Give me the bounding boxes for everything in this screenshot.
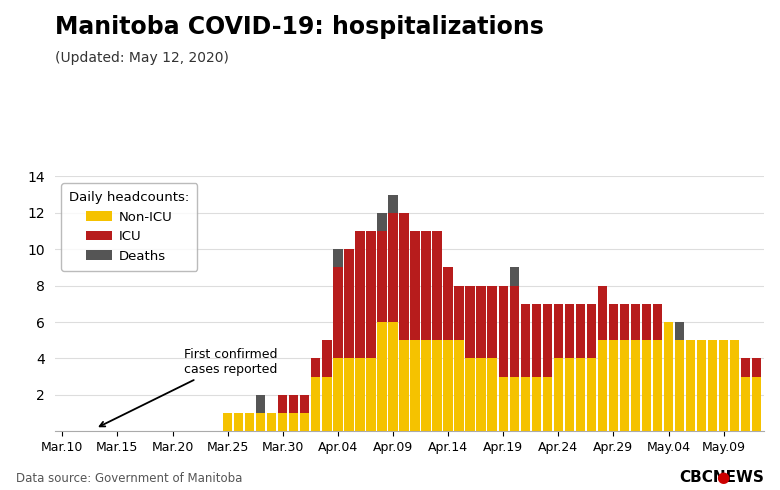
Bar: [367, 231, 376, 358]
Bar: [488, 358, 497, 431]
Bar: [543, 377, 552, 431]
Bar: [267, 413, 276, 431]
Bar: [466, 358, 475, 431]
Bar: [752, 377, 761, 431]
Bar: [300, 395, 310, 413]
Bar: [498, 286, 508, 377]
Bar: [378, 231, 387, 322]
Bar: [608, 304, 618, 340]
Bar: [554, 358, 563, 431]
Bar: [333, 268, 342, 358]
Bar: [642, 304, 651, 340]
Text: ●: ●: [716, 470, 729, 485]
Bar: [289, 413, 299, 431]
Bar: [565, 358, 574, 431]
Bar: [245, 413, 254, 431]
Text: First confirmed
cases reported: First confirmed cases reported: [100, 348, 277, 426]
Bar: [477, 358, 486, 431]
Bar: [653, 340, 662, 431]
Bar: [234, 413, 243, 431]
Bar: [256, 395, 265, 413]
Bar: [322, 377, 332, 431]
Bar: [686, 340, 695, 431]
Bar: [410, 231, 420, 340]
Bar: [631, 340, 640, 431]
Text: Manitoba COVID-19: hospitalizations: Manitoba COVID-19: hospitalizations: [55, 15, 544, 39]
Bar: [741, 377, 750, 431]
Bar: [388, 322, 398, 431]
Bar: [223, 413, 232, 431]
Bar: [289, 395, 299, 413]
Bar: [719, 340, 729, 431]
Bar: [741, 358, 750, 377]
Bar: [675, 322, 684, 340]
Bar: [597, 286, 607, 340]
Bar: [388, 213, 398, 322]
Bar: [421, 340, 431, 431]
Bar: [565, 304, 574, 358]
Bar: [576, 304, 585, 358]
Bar: [378, 322, 387, 431]
Bar: [653, 304, 662, 340]
Text: (Updated: May 12, 2020): (Updated: May 12, 2020): [55, 51, 229, 66]
Bar: [587, 358, 596, 431]
Bar: [455, 286, 464, 340]
Bar: [631, 304, 640, 340]
Bar: [300, 413, 310, 431]
Bar: [378, 213, 387, 231]
Bar: [311, 358, 321, 377]
Text: Data source: Government of Manitoba: Data source: Government of Manitoba: [16, 472, 242, 485]
Bar: [554, 304, 563, 358]
Bar: [620, 340, 629, 431]
Bar: [531, 377, 541, 431]
Bar: [664, 322, 673, 431]
Bar: [488, 286, 497, 358]
Legend: Non-ICU, ICU, Deaths: Non-ICU, ICU, Deaths: [61, 183, 197, 270]
Bar: [697, 340, 706, 431]
Bar: [367, 358, 376, 431]
Bar: [410, 340, 420, 431]
Bar: [333, 358, 342, 431]
Bar: [311, 377, 321, 431]
Bar: [355, 231, 364, 358]
Bar: [752, 358, 761, 377]
Bar: [520, 377, 530, 431]
Bar: [466, 286, 475, 358]
Bar: [333, 249, 342, 268]
Bar: [608, 340, 618, 431]
Bar: [597, 340, 607, 431]
Bar: [432, 231, 441, 340]
Bar: [344, 358, 353, 431]
Bar: [344, 249, 353, 358]
Bar: [322, 340, 332, 377]
Bar: [509, 268, 519, 286]
Bar: [477, 286, 486, 358]
Bar: [708, 340, 718, 431]
Bar: [509, 377, 519, 431]
Bar: [642, 340, 651, 431]
Bar: [256, 413, 265, 431]
Bar: [399, 213, 409, 340]
Bar: [278, 395, 288, 413]
Bar: [455, 340, 464, 431]
Text: CBCNEWS: CBCNEWS: [679, 470, 764, 485]
Bar: [278, 413, 288, 431]
Bar: [421, 231, 431, 340]
Bar: [509, 286, 519, 377]
Bar: [432, 340, 441, 431]
Bar: [730, 340, 739, 431]
Bar: [620, 304, 629, 340]
Bar: [443, 268, 452, 340]
Bar: [355, 358, 364, 431]
Bar: [388, 195, 398, 213]
Bar: [543, 304, 552, 377]
Bar: [399, 340, 409, 431]
Bar: [443, 340, 452, 431]
Bar: [675, 340, 684, 431]
Bar: [587, 304, 596, 358]
Bar: [498, 377, 508, 431]
Bar: [531, 304, 541, 377]
Bar: [576, 358, 585, 431]
Bar: [520, 304, 530, 377]
